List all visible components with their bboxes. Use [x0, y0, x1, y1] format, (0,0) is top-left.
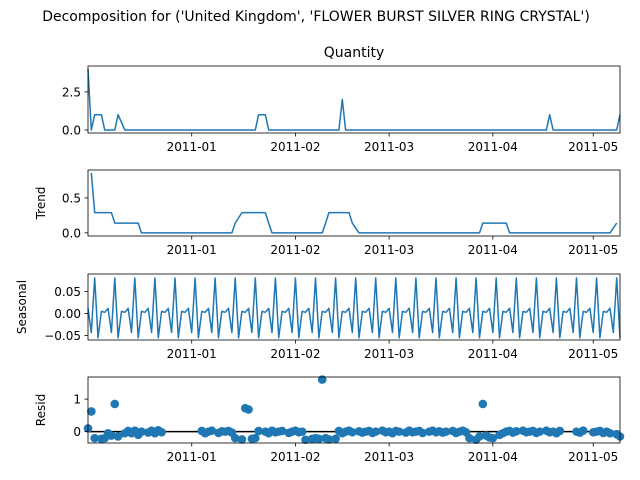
resid-point [250, 433, 260, 443]
resid-point [418, 428, 427, 438]
resid-xtick-label: 2011-04 [468, 450, 518, 464]
trend-line [90, 172, 618, 234]
trend-ytick-label: 0.0 [62, 226, 81, 240]
resid-point [394, 427, 404, 436]
resid-point [244, 405, 253, 414]
resid-point [441, 427, 451, 436]
resid-point [314, 434, 324, 444]
resid-point [137, 427, 146, 436]
resid-xtick-label: 2011-05 [568, 450, 618, 464]
seasonal-xtick-label: 2011-02 [270, 347, 320, 361]
figure-suptitle: Decomposition for ('United Kingdom', 'FL… [42, 9, 590, 25]
trend-ylabel: Trend [34, 187, 48, 221]
panel-observed: 0.0 2.5 2011-01 2011-02 2011-03 2011-04 2011-0… [62, 65, 621, 154]
panel-seasonal: −0.05 0.00 0.05 2011-01 2011-02 2011-03 2011-0… [15, 273, 621, 361]
observed-xtick-label: 2011-03 [364, 140, 414, 154]
observed-ytick-label: 2.5 [62, 85, 81, 99]
resid-point [317, 375, 327, 384]
seasonal-ylabel: Seasonal [15, 280, 29, 334]
trend-xtick-label: 2011-04 [468, 243, 518, 257]
observed-axes-frame [87, 65, 621, 134]
resid-ytick-label: 0 [73, 425, 81, 439]
resid-point [254, 426, 263, 436]
resid-point [301, 435, 310, 445]
resid-point [237, 435, 247, 444]
trend-xtick-label: 2011-05 [568, 243, 618, 257]
seasonal-line [87, 277, 621, 339]
seasonal-xtick-label: 2011-04 [468, 347, 518, 361]
resid-point [535, 427, 544, 436]
resid-point [324, 435, 334, 444]
resid-point [555, 426, 565, 436]
resid-axes-frame [87, 376, 621, 444]
seasonal-xtick-label: 2011-05 [568, 347, 618, 361]
resid-point [277, 426, 287, 436]
observed-xtick-label: 2011-04 [468, 140, 518, 154]
seasonal-xtick-label: 2011-03 [364, 347, 414, 361]
trend-xtick-label: 2011-02 [270, 243, 320, 257]
seasonal-ytick-label: −0.05 [44, 329, 81, 343]
observed-xtick-label: 2011-01 [167, 140, 217, 154]
resid-point [90, 433, 99, 443]
resid-point [87, 407, 96, 416]
resid-point [107, 431, 116, 440]
seasonal-ytick-label: 0.05 [54, 285, 81, 299]
resid-point [331, 434, 340, 444]
resid-point [348, 427, 357, 437]
resid-point [488, 433, 498, 443]
resid-point [511, 426, 521, 436]
trend-xtick-label: 2011-03 [364, 243, 414, 257]
observed-ytick-label: 0.0 [62, 123, 81, 137]
resid-ytick-label: 1 [73, 393, 81, 407]
panel-trend: 0.0 0.5 2011-01 2011-02 2011-03 2011-04 2011-0… [34, 169, 621, 257]
resid-point [207, 426, 217, 435]
trend-xtick-label: 2011-01 [167, 243, 217, 257]
resid-xtick-label: 2011-01 [167, 450, 217, 464]
panel-title: Quantity [324, 45, 385, 61]
resid-point [578, 426, 588, 435]
resid-point [478, 399, 488, 409]
observed-xtick-label: 2011-05 [568, 140, 618, 154]
resid-ylabel: Resid [34, 394, 48, 426]
observed-line [87, 68, 621, 131]
seasonal-xtick-label: 2011-01 [167, 347, 217, 361]
resid-xtick-label: 2011-02 [270, 450, 320, 464]
panels-group: 0.0 2.5 2011-01 2011-02 2011-03 2011-04 2011-0… [15, 65, 625, 464]
seasonal-ytick-label: 0.00 [54, 307, 81, 321]
resid-point [113, 432, 123, 441]
resid-point [465, 433, 474, 443]
resid-point [157, 427, 166, 437]
panel-resid: 0 1 2011-01 2011-02 2011-03 2011-04 2011-05 Res… [34, 375, 625, 464]
resid-point [475, 432, 484, 441]
resid-point [605, 428, 615, 438]
observed-xtick-label: 2011-02 [270, 140, 320, 154]
trend-ytick-label: 0.5 [62, 191, 81, 205]
trend-axes-frame [87, 169, 621, 237]
resid-point [110, 399, 120, 409]
seasonal-axes-frame [87, 273, 621, 341]
resid-point [297, 427, 307, 436]
resid-point [230, 433, 240, 443]
resid-point [371, 427, 381, 436]
resid-xtick-label: 2011-03 [364, 450, 414, 464]
